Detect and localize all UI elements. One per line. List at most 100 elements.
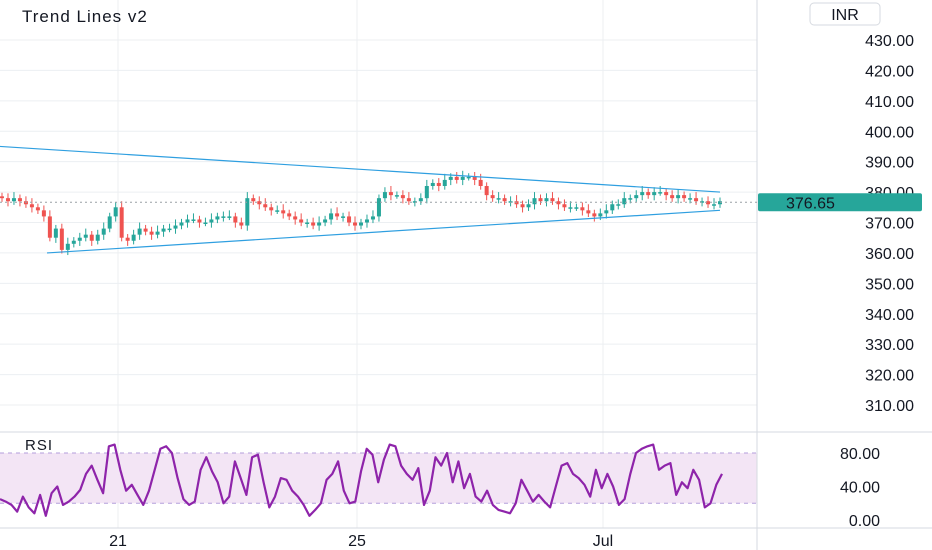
- candle-body: [664, 192, 669, 196]
- candle-body: [5, 198, 10, 202]
- price-tick-label: 310.00: [865, 398, 914, 415]
- candle-body: [370, 216, 375, 220]
- price-tick-label: 400.00: [865, 124, 914, 141]
- candle-body: [472, 176, 477, 180]
- currency-button[interactable]: INR: [809, 2, 881, 26]
- candle-body: [400, 195, 405, 199]
- candle-body: [203, 222, 208, 224]
- rsi-axis[interactable]: 80.00 40.00 0.00: [840, 446, 880, 530]
- price-tick-label: 370.00: [865, 216, 914, 233]
- candle-body: [131, 234, 136, 241]
- candle-body: [173, 225, 178, 229]
- candle-body: [71, 240, 76, 244]
- price-tick-label: 410.00: [865, 94, 914, 111]
- candle-body: [353, 222, 358, 226]
- candle-body: [197, 219, 202, 223]
- candle-body: [406, 198, 411, 202]
- candle-body: [598, 213, 603, 217]
- candle-body: [185, 219, 190, 223]
- candle-body: [658, 192, 663, 194]
- candle-body: [245, 198, 250, 226]
- candles-series: [0, 170, 722, 256]
- price-tick-label: 420.00: [865, 63, 914, 80]
- candle-body: [676, 195, 681, 199]
- candle-body: [239, 222, 244, 226]
- price-axis[interactable]: 430.00420.00410.00400.00390.00380.00370.…: [865, 33, 914, 415]
- candle-body: [0, 196, 4, 199]
- candle-body: [634, 195, 639, 199]
- candle-body: [359, 222, 363, 226]
- candle-body: [329, 213, 334, 220]
- rsi-pane-label[interactable]: RSI: [25, 437, 53, 454]
- candle-body: [694, 198, 699, 202]
- candle-body: [466, 176, 471, 179]
- candle-body: [382, 192, 387, 199]
- candle-body: [430, 182, 435, 186]
- candle-body: [287, 213, 292, 217]
- candle-body: [53, 228, 58, 238]
- candle-body: [251, 198, 256, 202]
- candle-body: [490, 195, 495, 199]
- candle-body: [125, 237, 130, 241]
- candle-body: [41, 210, 46, 217]
- candle-body: [586, 210, 591, 214]
- rsi-tick-label: 80.00: [840, 446, 880, 463]
- candle-body: [574, 207, 579, 209]
- candle-body: [11, 198, 16, 202]
- candle-body: [460, 176, 465, 180]
- candle-body: [341, 216, 346, 218]
- candle-body: [107, 216, 112, 229]
- indicator-title[interactable]: Trend Lines v2: [22, 7, 148, 26]
- candle-body: [101, 228, 106, 235]
- candle-body: [376, 198, 381, 217]
- candle-body: [269, 207, 274, 211]
- candle-body: [227, 216, 232, 218]
- candle-body: [442, 179, 447, 186]
- candle-body: [388, 192, 393, 196]
- currency-label: INR: [831, 7, 859, 24]
- price-tick-label: 330.00: [865, 337, 914, 354]
- candle-body: [29, 204, 34, 208]
- price-tick-label: 430.00: [865, 33, 914, 50]
- candle-body: [35, 207, 40, 211]
- time-axis[interactable]: 21 25 Jul: [109, 533, 613, 550]
- candle-body: [580, 207, 585, 211]
- candle-body: [712, 204, 717, 206]
- candle-body: [556, 201, 561, 205]
- candle-body: [59, 228, 64, 250]
- candle-body: [418, 198, 423, 202]
- candle-body: [520, 204, 525, 208]
- candle-body: [628, 198, 633, 200]
- candle-body: [610, 204, 615, 211]
- rsi-tick-label: 40.00: [840, 480, 880, 497]
- price-tick-label: 320.00: [865, 368, 914, 385]
- candle-body: [484, 186, 489, 196]
- time-tick-label: 25: [348, 533, 366, 550]
- candle-body: [394, 195, 399, 197]
- candle-body: [688, 198, 693, 200]
- candle-body: [221, 216, 226, 218]
- price-tick-label: 340.00: [865, 307, 914, 324]
- candle-body: [167, 228, 172, 231]
- candle-body: [47, 216, 52, 238]
- rsi-line: [0, 443, 723, 517]
- candle-body: [215, 216, 220, 220]
- candle-body: [257, 201, 262, 205]
- candle-body: [550, 198, 555, 202]
- candle-body: [137, 228, 142, 235]
- candle-body: [496, 198, 501, 200]
- candle-body: [700, 201, 705, 203]
- candle-body: [335, 213, 340, 217]
- candle-body: [83, 234, 88, 238]
- candle-body: [119, 207, 124, 238]
- candle-body: [706, 201, 711, 205]
- vertical-gridlines: [117, 0, 604, 528]
- candle-body: [454, 176, 459, 180]
- candle-body: [311, 222, 316, 226]
- candle-body: [532, 198, 537, 205]
- horizontal-gridlines: [0, 39, 757, 406]
- candle-body: [424, 186, 429, 199]
- candle-body: [275, 210, 280, 212]
- rsi-tick-label: 0.00: [849, 513, 880, 530]
